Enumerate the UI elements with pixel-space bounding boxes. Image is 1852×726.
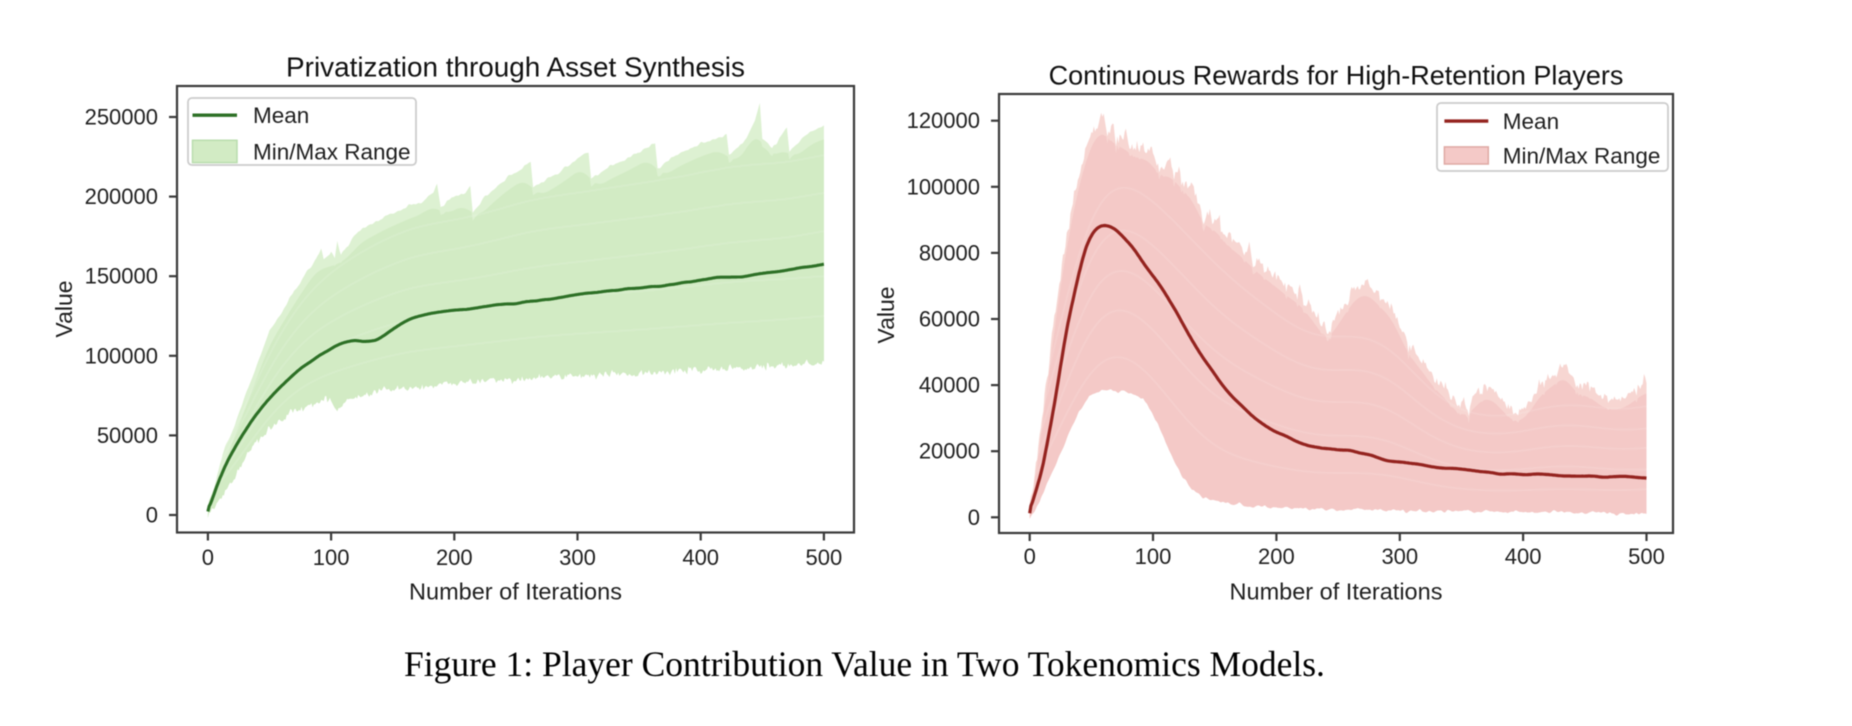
svg-text:100000: 100000 bbox=[907, 174, 980, 199]
svg-text:400: 400 bbox=[1505, 544, 1542, 569]
svg-text:60000: 60000 bbox=[919, 307, 980, 332]
svg-text:Number of Iterations: Number of Iterations bbox=[1230, 579, 1443, 605]
svg-text:100000: 100000 bbox=[85, 343, 158, 368]
svg-text:100: 100 bbox=[313, 545, 350, 570]
svg-text:200: 200 bbox=[1258, 544, 1295, 569]
svg-text:0: 0 bbox=[202, 545, 214, 570]
svg-text:80000: 80000 bbox=[919, 240, 980, 265]
svg-text:500: 500 bbox=[1628, 544, 1665, 569]
svg-text:300: 300 bbox=[1381, 544, 1418, 569]
svg-text:120000: 120000 bbox=[907, 108, 980, 133]
svg-text:0: 0 bbox=[1024, 544, 1036, 569]
svg-text:Mean: Mean bbox=[253, 103, 309, 128]
svg-text:Value: Value bbox=[51, 280, 77, 337]
svg-text:200000: 200000 bbox=[85, 184, 158, 209]
svg-text:50000: 50000 bbox=[97, 423, 158, 448]
svg-text:0: 0 bbox=[146, 503, 158, 528]
svg-text:300: 300 bbox=[559, 545, 596, 570]
svg-text:40000: 40000 bbox=[919, 373, 980, 398]
svg-text:100: 100 bbox=[1135, 544, 1172, 569]
svg-text:0: 0 bbox=[968, 505, 980, 530]
svg-text:Continuous Rewards for High-Re: Continuous Rewards for High-Retention Pl… bbox=[1049, 61, 1624, 91]
svg-text:Number of Iterations: Number of Iterations bbox=[409, 579, 622, 605]
svg-text:Min/Max Range: Min/Max Range bbox=[253, 139, 411, 164]
svg-text:200: 200 bbox=[436, 545, 473, 570]
svg-text:Mean: Mean bbox=[1503, 109, 1559, 134]
svg-text:Value: Value bbox=[873, 286, 899, 343]
svg-text:250000: 250000 bbox=[85, 105, 158, 130]
svg-text:400: 400 bbox=[682, 545, 719, 570]
svg-text:20000: 20000 bbox=[919, 439, 980, 464]
svg-text:Min/Max Range: Min/Max Range bbox=[1503, 143, 1661, 168]
svg-text:Privatization through Asset Sy: Privatization through Asset Synthesis bbox=[286, 52, 745, 83]
svg-text:150000: 150000 bbox=[85, 264, 158, 289]
svg-text:500: 500 bbox=[806, 545, 843, 570]
